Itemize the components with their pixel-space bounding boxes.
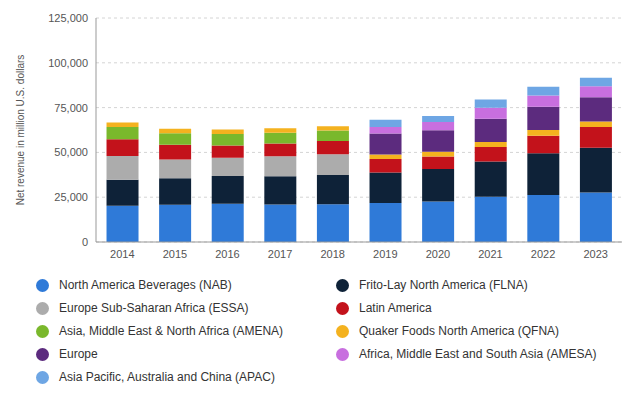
svg-text:2021: 2021 (478, 248, 502, 260)
svg-text:100,000: 100,000 (48, 57, 88, 69)
svg-text:2016: 2016 (215, 248, 239, 260)
svg-text:2019: 2019 (373, 248, 397, 260)
html-text:North America Beverages (NAB): North America Beverages (NAB) (59, 278, 232, 292)
html-text:Europe: Europe (59, 347, 98, 361)
svg-text:2022: 2022 (531, 248, 555, 260)
html-text:Europe Sub-Saharan Africa (ESS: Europe Sub-Saharan Africa (ESSA) (59, 301, 249, 315)
svg-text:Net revenue in million U.S. do: Net revenue in million U.S. dollars (15, 55, 26, 206)
html-text:Frito-Lay North America (FLNA): Frito-Lay North America (FLNA) (359, 278, 528, 292)
html-text:Asia Pacific, Australia and Ch: Asia Pacific, Australia and China (APAC) (59, 370, 275, 384)
svg-text:0: 0 (82, 236, 88, 248)
html-text:Latin America: Latin America (359, 301, 432, 315)
svg-text:2018: 2018 (320, 248, 344, 260)
svg-text:25,000: 25,000 (54, 191, 88, 203)
svg-text:2017: 2017 (268, 248, 292, 260)
svg-text:2015: 2015 (163, 248, 187, 260)
html-text:Quaker Foods North America (QF: Quaker Foods North America (QFNA) (359, 324, 560, 338)
svg-text:2020: 2020 (426, 248, 450, 260)
svg-text:2014: 2014 (110, 248, 134, 260)
svg-text:125,000: 125,000 (48, 12, 88, 24)
svg-text:50,000: 50,000 (54, 146, 88, 158)
svg-text:75,000: 75,000 (54, 102, 88, 114)
svg-text:2023: 2023 (583, 248, 607, 260)
html-text:Africa, Middle East and South: Africa, Middle East and South Asia (AMES… (359, 347, 597, 361)
html-text:Asia, Middle East & North Afri: Asia, Middle East & North Africa (AMENA) (59, 324, 284, 338)
